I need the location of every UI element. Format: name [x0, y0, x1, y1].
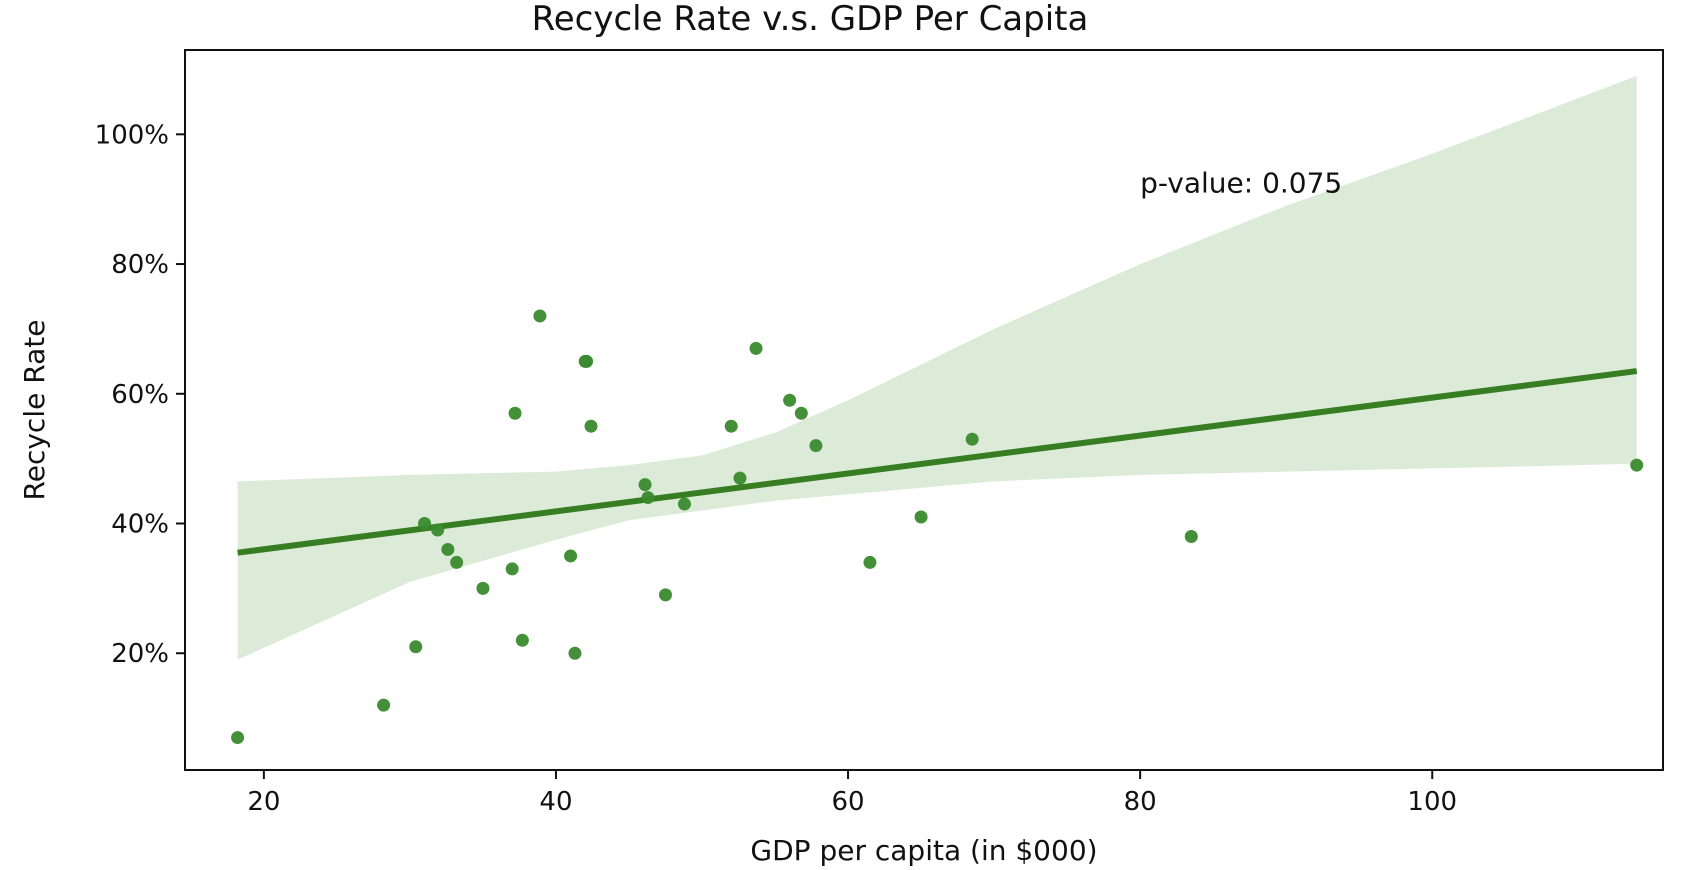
- data-point: [568, 646, 582, 660]
- y-axis: 20% 40% 60% 80% 100%: [95, 120, 185, 669]
- x-axis: 20 40 60 80 100: [247, 770, 1457, 817]
- data-point: [431, 523, 445, 537]
- data-point: [564, 549, 578, 563]
- x-tick-label: 40: [539, 787, 572, 817]
- data-point: [505, 562, 519, 576]
- plot-area: [231, 75, 1644, 745]
- data-point: [476, 581, 490, 595]
- data-point: [641, 491, 655, 505]
- chart-title: Recycle Rate v.s. GDP Per Capita: [532, 0, 1089, 39]
- data-point: [749, 341, 763, 355]
- p-value-annotation: p-value: 0.075: [1140, 167, 1342, 200]
- data-point: [794, 406, 808, 420]
- x-tick-label: 80: [1124, 787, 1157, 817]
- x-tick-label: 60: [832, 787, 865, 817]
- data-point: [965, 432, 979, 446]
- x-tick-label: 100: [1407, 787, 1457, 817]
- data-point: [580, 354, 594, 368]
- y-tick-label: 40%: [111, 510, 169, 540]
- y-tick-label: 100%: [95, 120, 169, 150]
- data-point: [638, 478, 652, 492]
- data-point: [450, 555, 464, 569]
- data-point: [783, 393, 797, 407]
- axes-frame: [184, 49, 1664, 771]
- data-point: [584, 419, 598, 433]
- data-point: [809, 439, 823, 453]
- data-point: [377, 698, 391, 712]
- x-tick-label: 20: [247, 787, 280, 817]
- y-tick-label: 60%: [111, 380, 169, 410]
- data-point: [533, 309, 547, 323]
- data-point: [231, 731, 245, 745]
- data-point: [515, 633, 529, 647]
- data-point: [733, 471, 747, 485]
- data-point: [914, 510, 928, 524]
- data-point: [863, 555, 877, 569]
- y-tick-label: 20%: [111, 639, 169, 669]
- confidence-band: [237, 75, 1637, 660]
- data-point: [508, 406, 522, 420]
- data-point: [418, 517, 432, 531]
- data-point: [1184, 529, 1198, 543]
- data-point: [658, 588, 672, 602]
- y-tick-label: 80%: [111, 250, 169, 280]
- data-point: [441, 542, 455, 556]
- x-axis-label: GDP per capita (in $000): [750, 834, 1097, 867]
- data-point: [677, 497, 691, 511]
- data-point: [409, 640, 423, 654]
- regression-line: [237, 368, 1638, 556]
- data-point: [724, 419, 738, 433]
- y-axis-label: Recycle Rate: [18, 320, 51, 501]
- data-point: [1630, 458, 1644, 472]
